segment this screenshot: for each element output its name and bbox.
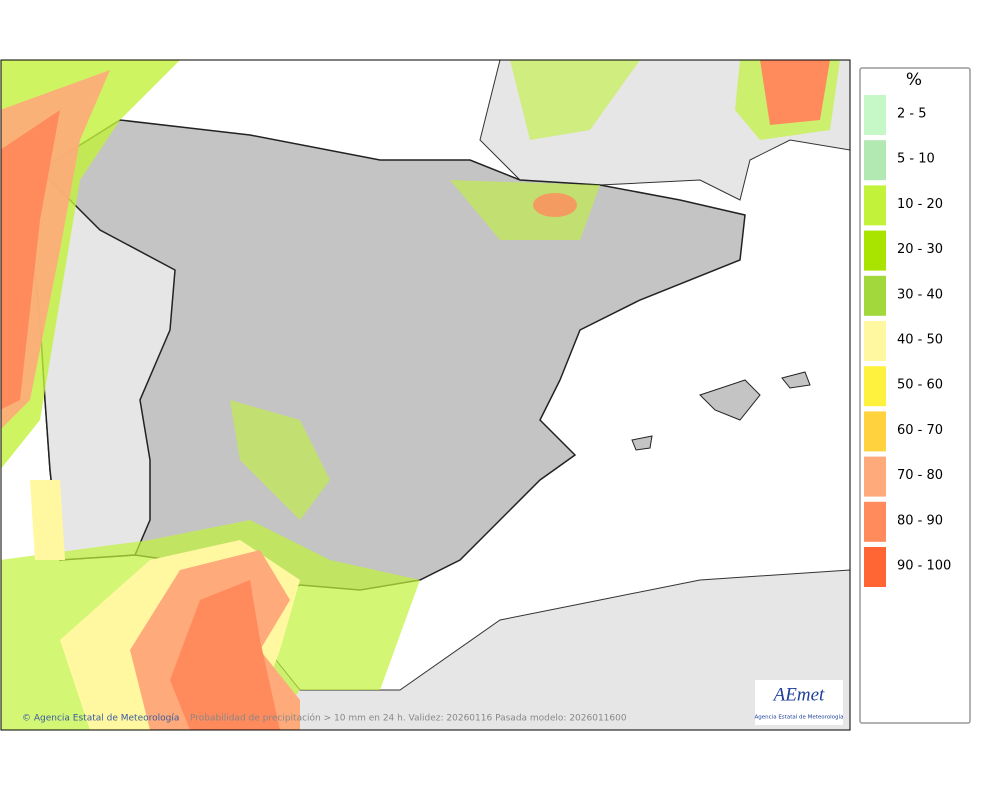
legend: 2 - 5 5 - 10 10 - 20 20 - 30 30 - 40 40 - 50 5… <box>864 95 951 587</box>
legend-label: 90 - 100 <box>897 559 951 574</box>
legend-swatch <box>864 321 886 361</box>
legend-swatch <box>864 275 886 316</box>
legend-swatch <box>864 456 886 497</box>
precip-area <box>170 580 280 730</box>
legend-swatch <box>864 366 886 407</box>
legend-swatch <box>864 501 886 542</box>
legend-swatch <box>864 95 886 135</box>
legend-swatch <box>864 185 886 226</box>
land-france <box>120 60 850 201</box>
legend-label: 10 - 20 <box>897 197 943 212</box>
precip-area <box>533 193 577 217</box>
precip-area <box>510 60 640 140</box>
legend-label: 5 - 10 <box>897 152 935 167</box>
island <box>699 379 761 421</box>
island <box>631 435 653 451</box>
legend-swatch <box>864 230 886 271</box>
legend-label: 60 - 70 <box>897 423 943 438</box>
legend-box <box>859 67 971 724</box>
legend-label: 80 - 90 <box>897 513 943 528</box>
credit: © Agencia Estatal de Meteorología <box>22 714 179 724</box>
legend-swatch <box>864 547 886 587</box>
map <box>1 60 850 730</box>
map-frame <box>0 59 851 731</box>
precip-area <box>30 480 65 560</box>
caption: Probabilidad de precipitación > 10 mm en… <box>190 713 627 724</box>
logo-box <box>755 680 843 725</box>
legend-swatch <box>864 140 886 181</box>
legend-swatch <box>864 411 886 452</box>
legend-title: % <box>906 70 922 90</box>
precip-area <box>1 110 60 410</box>
legend-label: 20 - 30 <box>897 242 943 257</box>
precip-area <box>230 400 330 520</box>
legend-label: 70 - 80 <box>897 468 943 483</box>
legend-label: 40 - 50 <box>897 333 943 348</box>
logo-subtitle: Agencia Estatal de Meteorología <box>755 714 844 721</box>
logo-name: AEmet <box>772 684 825 705</box>
legend-label: 2 - 5 <box>897 107 927 122</box>
island <box>781 371 811 389</box>
precip-area <box>760 60 830 125</box>
legend-label: 50 - 60 <box>897 378 943 393</box>
legend-label: 30 - 40 <box>897 287 943 302</box>
logo: AEmet Agencia Estatal de Meteorología <box>755 680 844 725</box>
